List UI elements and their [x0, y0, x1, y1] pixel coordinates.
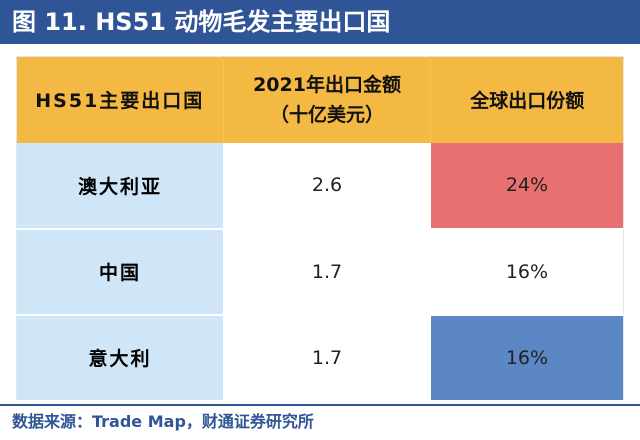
row-country: 澳大利亚 — [16, 142, 224, 230]
row-value: 1.7 — [223, 228, 431, 316]
row-value: 1.7 — [223, 314, 431, 402]
header-country: HS51主要出口国 — [16, 56, 224, 143]
row-share: 16% — [430, 314, 624, 402]
export-table: HS51主要出口国 2021年出口金额 （十亿美元） 全球出口份额 澳大利亚 2… — [16, 56, 624, 402]
row-share: 24% — [430, 142, 624, 230]
header-share: 全球出口份额 — [430, 56, 624, 143]
row-country: 意大利 — [16, 314, 224, 402]
header-value-line2: （十亿美元） — [270, 103, 385, 126]
source-note: 数据来源：Trade Map，财通证券研究所 — [0, 404, 640, 440]
table-row: 澳大利亚 2.6 24% — [16, 142, 624, 230]
row-country: 中国 — [16, 228, 224, 316]
header-value: 2021年出口金额 （十亿美元） — [223, 56, 432, 143]
figure-title: 图 11. HS51 动物毛发主要出口国 — [0, 0, 640, 44]
table-row: 中国 1.7 16% — [16, 228, 624, 316]
row-share: 16% — [430, 228, 624, 316]
table-row: 意大利 1.7 16% — [16, 314, 624, 402]
table-header-row: HS51主要出口国 2021年出口金额 （十亿美元） 全球出口份额 — [16, 56, 624, 143]
row-value: 2.6 — [223, 142, 431, 230]
header-value-line1: 2021年出口金额 — [253, 73, 401, 96]
